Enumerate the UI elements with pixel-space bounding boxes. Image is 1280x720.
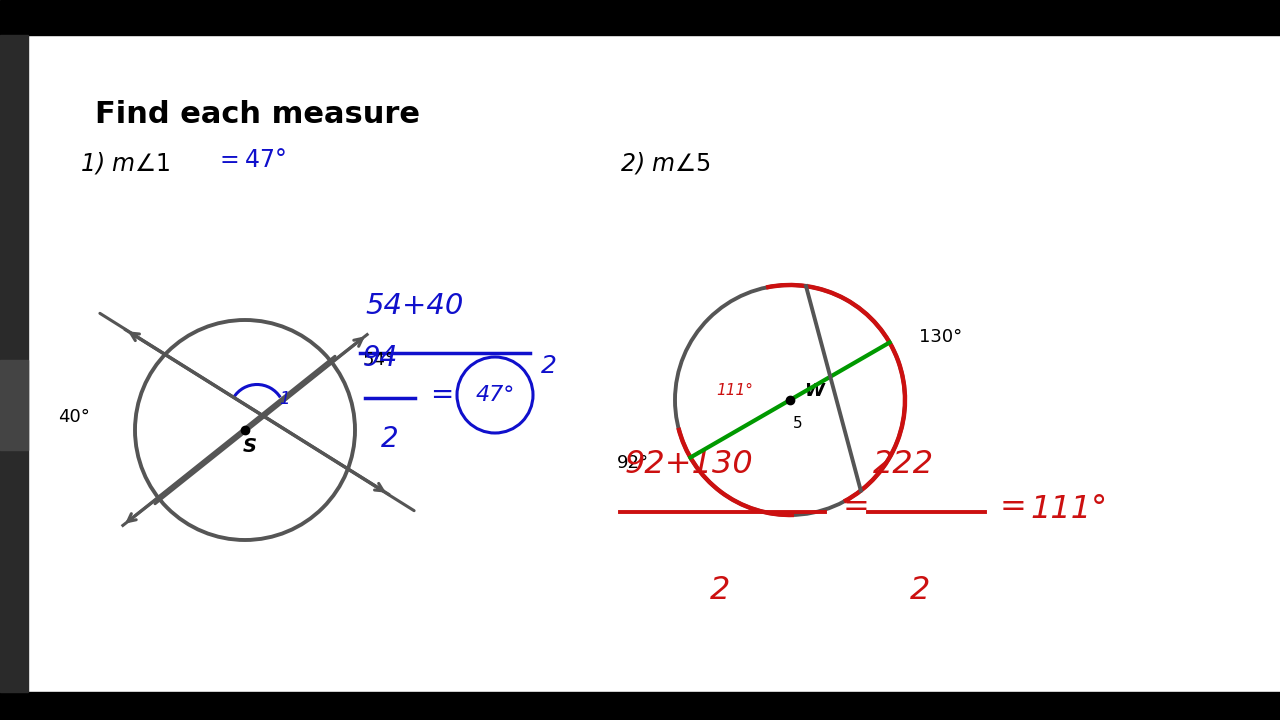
Text: 40°: 40°	[58, 408, 90, 426]
Bar	[0, 692, 1280, 720]
Text: 2: 2	[381, 425, 399, 453]
Text: 5: 5	[794, 416, 803, 431]
Text: 2: 2	[910, 575, 931, 606]
Text: =: =	[844, 492, 870, 523]
Text: 1) $m\angle1$: 1) $m\angle1$	[79, 150, 170, 176]
Text: =: =	[1000, 492, 1027, 523]
Text: Find each measure: Find each measure	[95, 100, 420, 129]
Bar	[0, 35, 28, 692]
Text: 111°: 111°	[1030, 495, 1107, 526]
Text: 92°: 92°	[617, 454, 649, 472]
Text: =: =	[430, 381, 453, 409]
Bar	[0, 360, 28, 450]
Text: 222: 222	[873, 449, 934, 480]
Text: 54°: 54°	[364, 351, 396, 369]
Text: 47°: 47°	[475, 385, 515, 405]
Text: S: S	[243, 437, 257, 456]
Text: 130°: 130°	[919, 328, 963, 346]
Text: 94: 94	[362, 344, 398, 372]
Text: W: W	[804, 382, 824, 400]
Text: 92+130: 92+130	[625, 449, 754, 480]
Text: 2) $m\angle5$: 2) $m\angle5$	[620, 150, 712, 176]
Bar	[0, 0, 1280, 35]
Text: 111°: 111°	[717, 383, 754, 398]
Text: 54+40: 54+40	[365, 292, 463, 320]
Text: 2: 2	[710, 575, 730, 606]
Text: 2: 2	[541, 354, 557, 378]
Text: 1: 1	[280, 390, 291, 408]
Text: $=47°$: $=47°$	[215, 148, 285, 172]
